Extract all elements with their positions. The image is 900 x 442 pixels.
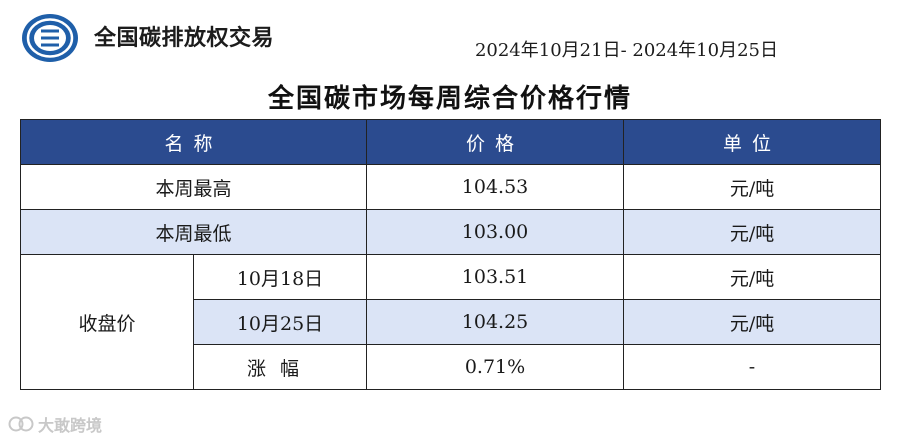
date-range: 2024年10月21日- 2024年10月25日 (474, 40, 778, 61)
camera-lens-icon (8, 416, 34, 432)
price-cell: 104.53 (366, 164, 625, 210)
exchange-logo-icon (22, 14, 78, 62)
unit-cell: 元/吨 (623, 254, 882, 300)
column-header-name: 名称 (19, 119, 368, 165)
price-table: 名称 价格 单位 本周最高 104.53 元/吨 本周最低 103.00 元/吨… (19, 119, 882, 390)
price-cell: 103.51 (366, 254, 625, 300)
watermark-text: 大敢跨境 (38, 416, 103, 435)
row-label: 本周最低 (19, 209, 368, 255)
unit-cell: 元/吨 (623, 209, 882, 255)
unit-cell: 元/吨 (623, 164, 882, 210)
price-cell: 104.25 (366, 299, 625, 345)
table-row-weekly-low: 本周最低 103.00 元/吨 (19, 209, 882, 255)
table-row-close-prev: 收盘价 10月18日 103.51 元/吨 (20, 254, 882, 390)
column-header-unit: 单位 (623, 119, 882, 165)
unit-cell: 元/吨 (623, 299, 882, 345)
closing-price-group-label: 收盘价 (20, 254, 194, 390)
watermark: 大敢跨境 (8, 412, 102, 436)
row-label: 10月25日 (192, 299, 368, 345)
row-label: 涨幅 (192, 344, 368, 390)
row-label: 本周最高 (19, 164, 368, 210)
table-row-weekly-high: 本周最高 104.53 元/吨 (19, 164, 882, 210)
table-header-row: 名称 价格 单位 (19, 119, 882, 165)
price-cell: 103.00 (366, 209, 625, 255)
brand-name: 全国碳排放权交易 (94, 26, 275, 51)
row-label: 10月18日 (192, 254, 368, 300)
price-cell: 0.71% (366, 344, 625, 390)
table-row-change: 涨幅 0.71% - (21, 344, 882, 390)
column-header-price: 价格 (366, 119, 625, 165)
page-title: 全国碳市场每周综合价格行情 (267, 84, 632, 114)
unit-cell: - (623, 344, 882, 390)
